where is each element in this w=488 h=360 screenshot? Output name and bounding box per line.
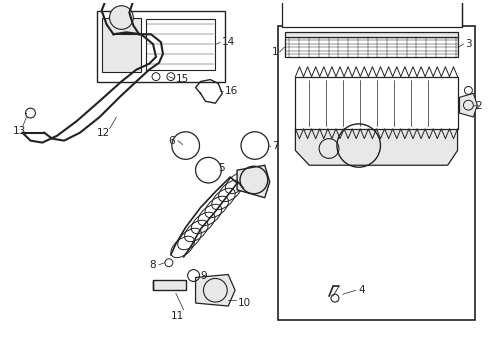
Bar xyxy=(284,32,457,37)
Bar xyxy=(146,18,215,70)
Polygon shape xyxy=(237,165,269,198)
Polygon shape xyxy=(295,77,457,129)
Polygon shape xyxy=(195,275,235,306)
Text: 9: 9 xyxy=(200,270,207,280)
Polygon shape xyxy=(281,0,461,27)
Text: 13: 13 xyxy=(13,126,26,136)
Bar xyxy=(97,11,225,82)
Text: 3: 3 xyxy=(465,39,471,49)
Text: 14: 14 xyxy=(222,37,235,47)
Text: 12: 12 xyxy=(97,128,110,138)
Text: 11: 11 xyxy=(170,311,183,321)
Text: 16: 16 xyxy=(225,86,238,96)
Bar xyxy=(277,26,474,320)
Text: 7: 7 xyxy=(271,140,278,150)
Text: 15: 15 xyxy=(175,73,189,84)
Text: 6: 6 xyxy=(167,136,174,145)
Text: 1: 1 xyxy=(271,47,278,57)
Text: 2: 2 xyxy=(474,101,481,111)
Polygon shape xyxy=(102,18,141,72)
Polygon shape xyxy=(459,93,476,117)
Text: 5: 5 xyxy=(218,163,224,173)
Text: 4: 4 xyxy=(358,285,365,295)
Polygon shape xyxy=(153,280,185,290)
Bar xyxy=(284,37,457,57)
Polygon shape xyxy=(295,129,457,165)
Text: 8: 8 xyxy=(149,260,155,270)
Circle shape xyxy=(109,6,133,30)
Text: 10: 10 xyxy=(238,298,251,308)
